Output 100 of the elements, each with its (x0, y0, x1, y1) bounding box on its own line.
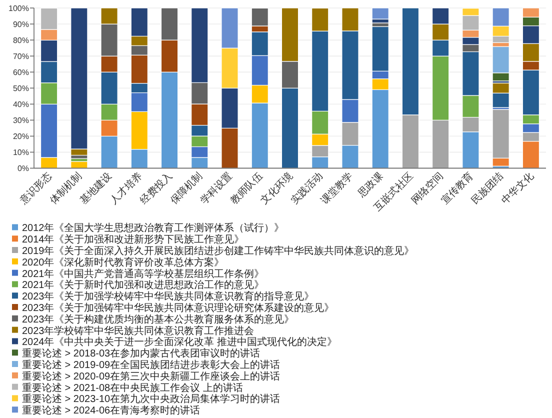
bar (100, 120, 118, 136)
bar (522, 132, 540, 142)
bar (221, 128, 238, 168)
bar (40, 82, 58, 104)
legend-label: 重要论述 > 2024-06在青海考察时的讲话 (22, 404, 200, 417)
bar (312, 110, 329, 134)
bar (191, 146, 208, 158)
legend-label: 2023年《关于构建优质均衡的基本公共教育服务体系的意见》 (22, 313, 294, 326)
bar (522, 8, 540, 18)
y-tick-label: 60% (12, 68, 29, 78)
bar (191, 82, 208, 104)
y-tick-label: 0% (17, 164, 29, 174)
bar (130, 111, 148, 150)
legend-label: 重要论述 > 2023-10在第九次中央政治局集体学习时的讲话 (22, 393, 280, 406)
legend-label: 2014年《关于加强和改进新形势下民族工作意见》 (22, 234, 244, 246)
bar (40, 29, 58, 40)
legend-label: 2012年《全国大学生思想政治教育工作测评体系（试行）》 (22, 222, 284, 234)
bar (432, 56, 450, 120)
bar (281, 8, 299, 62)
bar (522, 43, 540, 62)
bar (462, 30, 480, 38)
legend-label: 2023年《关于加强铸牢中华民族共同体意识理论研究体系建设的意见》 (22, 302, 334, 314)
bar (191, 136, 208, 148)
bar (221, 88, 238, 128)
bar (492, 92, 510, 108)
bar (522, 140, 540, 168)
bar (70, 148, 88, 156)
bar (492, 109, 510, 158)
y-tick-label: 20% (12, 132, 29, 142)
bar (312, 156, 329, 168)
legend-label: 重要论述 > 2020-09在第三次中央新疆工作座谈会上的讲话 (22, 370, 280, 382)
bar (522, 25, 540, 44)
bar (492, 158, 510, 166)
bar (251, 84, 268, 104)
y-tick-label: 80% (12, 36, 29, 46)
bar (372, 26, 389, 72)
legend-label: 重要论述 > 2021-08在中央民族工作会议 上的讲话 (22, 382, 243, 394)
bar (160, 40, 178, 72)
bar (462, 37, 480, 45)
bar (312, 8, 329, 32)
bar (342, 99, 359, 123)
y-tick-label: 70% (12, 52, 29, 62)
bar (462, 95, 480, 118)
bar (251, 102, 268, 168)
bar (372, 78, 389, 90)
bar (462, 51, 480, 96)
bar (312, 30, 329, 112)
bar (40, 104, 58, 158)
bar (492, 8, 510, 26)
bar (432, 8, 450, 24)
bar (130, 148, 148, 168)
bar (462, 8, 480, 16)
bar (160, 8, 178, 40)
bar (40, 61, 58, 84)
legend-label: 2023年《关于加强学校铸牢中华民族共同体意识教育的指导意见》 (22, 290, 314, 303)
bar (432, 120, 450, 168)
bar (100, 8, 118, 24)
bar (522, 16, 540, 26)
bar (462, 116, 480, 132)
y-tick-label: 90% (12, 20, 29, 30)
y-tick-label: 10% (12, 148, 29, 158)
bar (100, 104, 118, 120)
legend-label: 2021年《关于新时代加强和改进思想政治工作的意见》 (22, 279, 264, 292)
bar (281, 88, 299, 168)
bar (432, 40, 450, 56)
bar (100, 72, 118, 104)
bar (130, 45, 148, 56)
bar (522, 61, 540, 70)
bar (372, 22, 389, 27)
bar (130, 54, 148, 84)
bar (40, 40, 58, 62)
bar (130, 8, 148, 36)
bar (100, 24, 118, 56)
bar (191, 157, 208, 168)
legend-label: 重要论述 > 2018-03在参加内蒙古代表团审议时的讲话 (22, 348, 260, 360)
bar (462, 44, 480, 52)
bar (492, 80, 510, 84)
bar (372, 70, 389, 80)
bar (342, 144, 359, 168)
bar (221, 8, 238, 48)
bar (402, 8, 420, 116)
bar (492, 26, 510, 36)
bar (342, 8, 359, 32)
legend-label: 2020年《深化新时代教育评价改革总体方案》 (22, 256, 224, 268)
legend-label: 2024年《中共中央关于进一步全面深化改革 推进中国式现代化的决定》 (22, 336, 338, 348)
bar (100, 56, 118, 72)
bar (191, 8, 208, 83)
bar (130, 92, 148, 112)
bar (522, 114, 540, 124)
y-tick-label: 40% (12, 100, 29, 110)
bar (160, 72, 178, 168)
bar (281, 61, 299, 88)
bar (402, 114, 420, 168)
bar (432, 24, 450, 40)
bar (221, 48, 238, 88)
bar (522, 70, 540, 116)
bar (312, 145, 329, 158)
bar (462, 15, 480, 30)
bar (130, 82, 148, 94)
bar (70, 8, 88, 150)
